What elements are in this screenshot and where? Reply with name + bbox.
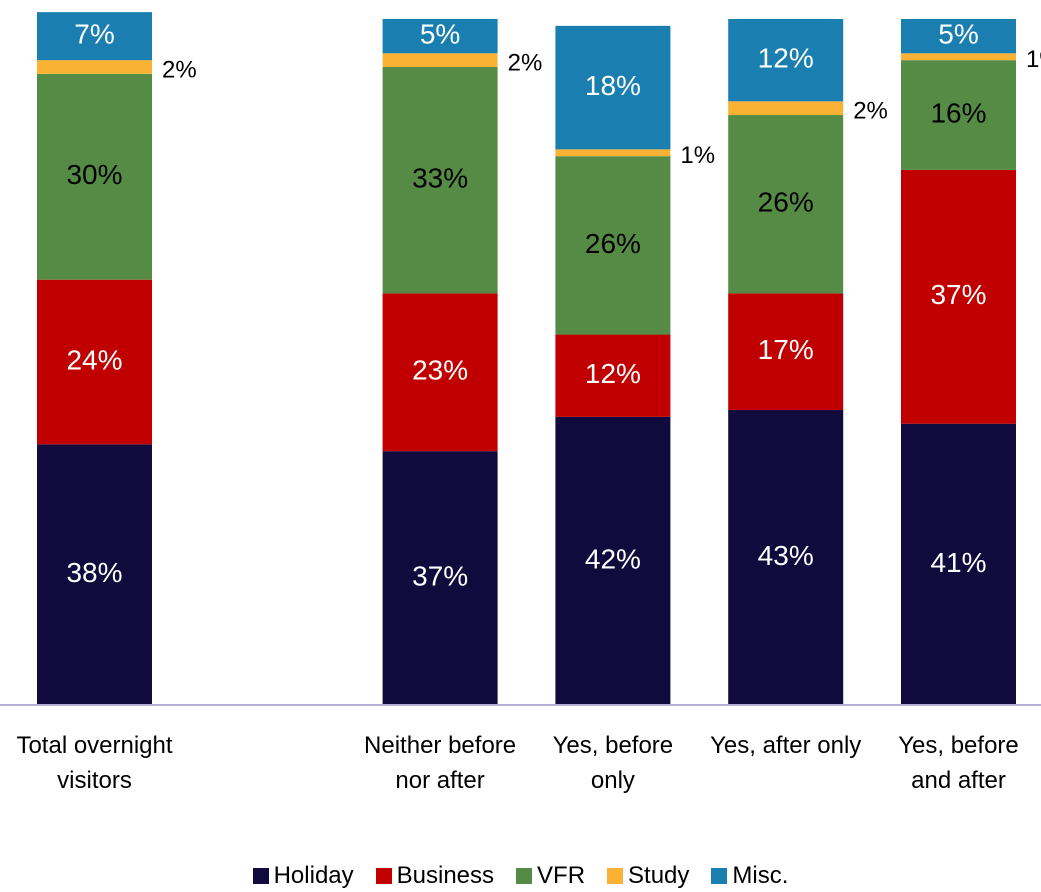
data-label: 1% [1026, 46, 1041, 73]
x-tick-label: Yes, before only [552, 732, 674, 794]
data-label: 16% [930, 97, 986, 128]
bar-segment [728, 410, 844, 705]
data-label: 5% [938, 19, 978, 50]
legend-label: Study [628, 862, 690, 889]
bar-segment [382, 53, 498, 68]
legend-swatch [516, 868, 533, 884]
bar-segment [37, 444, 152, 705]
bar-segment [901, 169, 1016, 424]
bar-segment [555, 416, 671, 705]
bar-segment [382, 293, 498, 452]
x-tick-label: Total overnight visitors [16, 732, 173, 794]
data-label: 41% [930, 547, 986, 578]
legend-swatch [711, 868, 728, 884]
legend-item: Study [607, 862, 689, 890]
data-label: 2% [162, 56, 197, 83]
data-label: 1% [680, 142, 715, 169]
data-label: 30% [66, 159, 122, 190]
bar-segment [37, 73, 152, 280]
data-label: 26% [758, 187, 814, 218]
legend-label: Business [396, 862, 495, 889]
bar-segment [382, 67, 498, 294]
legend-label: Holiday [273, 862, 354, 889]
data-label: 12% [758, 43, 814, 74]
bar-segment [728, 101, 844, 116]
bar-segment [555, 334, 671, 417]
data-label: 24% [66, 344, 122, 375]
data-label: 5% [420, 19, 460, 50]
data-label: 33% [412, 163, 468, 194]
x-tick-label: Neither before nor after [364, 732, 517, 794]
legend-label: VFR [537, 862, 586, 889]
data-label: 38% [66, 557, 122, 588]
bar-segment [901, 53, 1016, 61]
data-label: 23% [412, 355, 468, 386]
bar-segment [728, 293, 844, 411]
bar-segment [382, 451, 498, 705]
bar-segment [555, 156, 671, 335]
data-label: 7% [74, 19, 114, 50]
legend: Holiday Business VFR Study Misc. [0, 862, 1041, 890]
data-label: 26% [585, 228, 641, 259]
bar-segment [728, 115, 844, 294]
x-tick-label: Yes, after only [710, 732, 862, 759]
x-tick-label: Yes, before and after [898, 732, 1019, 794]
legend-swatch [252, 868, 269, 884]
data-label: 37% [930, 279, 986, 310]
data-label: 17% [758, 334, 814, 365]
legend-item: Misc. [711, 862, 788, 890]
bar-segment [901, 19, 1016, 54]
data-label: 43% [758, 540, 814, 571]
data-label: 37% [412, 560, 468, 591]
legend-item: Holiday [252, 862, 354, 890]
legend-item: Business [375, 862, 495, 890]
bar-segment [555, 25, 671, 150]
legend-item: VFR [516, 862, 585, 890]
bar-segment [555, 149, 671, 157]
bar-segment [37, 60, 152, 74]
bar-segment [37, 279, 152, 445]
bar-segment [728, 19, 844, 102]
legend-swatch [375, 868, 392, 884]
bar-segment [901, 423, 1016, 705]
data-label: 2% [853, 98, 888, 125]
legend-label: Misc. [732, 862, 789, 889]
data-label: 2% [508, 50, 543, 77]
data-label: 42% [585, 543, 641, 574]
bar-segment [901, 60, 1016, 170]
data-label: 18% [585, 70, 641, 101]
bar-segment [382, 19, 498, 54]
data-label: 12% [585, 358, 641, 389]
bar-segment [37, 12, 152, 61]
legend-swatch [607, 868, 624, 884]
